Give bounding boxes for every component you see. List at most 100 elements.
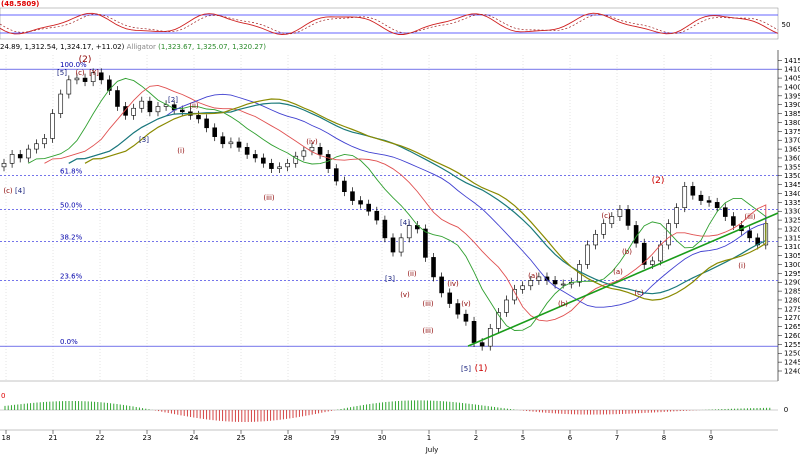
candle-body	[463, 313, 469, 322]
candle-body	[544, 276, 550, 281]
price-tick-label: 1280	[784, 296, 800, 304]
candle-body	[58, 93, 64, 114]
candle-body	[285, 162, 290, 168]
candle-body	[269, 162, 274, 169]
wave-count-label: (i)	[738, 262, 746, 270]
candle-body	[455, 303, 461, 315]
price-tick-label: 1255	[784, 341, 800, 349]
candle-body	[560, 283, 566, 286]
price-tick-label: 1325	[784, 217, 800, 225]
candle-body	[131, 107, 136, 116]
date-tick-label: 6	[568, 434, 573, 442]
candle-body	[390, 237, 396, 253]
candle-body	[333, 168, 339, 182]
date-tick-label: 7	[615, 434, 619, 442]
stochastic-panel	[0, 7, 779, 40]
fib-level-label: 100.0%	[60, 61, 87, 69]
date-tick-label: 9	[709, 434, 713, 442]
candle-body	[406, 225, 412, 239]
candle-body	[552, 280, 558, 285]
candle-body	[382, 219, 388, 239]
wave-count-label: (iii)	[744, 213, 756, 221]
wave-count-label: (iii)	[263, 194, 275, 202]
price-tick-label: 1265	[784, 323, 800, 331]
stochastic-d-line	[0, 13, 779, 35]
candle-body	[366, 203, 371, 212]
wave-count-label: (v)	[461, 300, 471, 308]
candle-body	[479, 342, 485, 347]
candle-body	[650, 260, 655, 265]
candle-body	[358, 200, 363, 205]
price-tick-label: 1290	[784, 279, 800, 287]
price-tick-label: 1310	[784, 243, 800, 251]
candle-body	[9, 154, 15, 164]
candle-body	[747, 230, 752, 239]
candle-body	[617, 209, 623, 217]
wave-count-label: (i)	[177, 147, 185, 155]
price-tick-label: 1250	[784, 350, 800, 358]
candle-body	[471, 320, 477, 343]
date-tick-label: 23	[143, 434, 152, 442]
candle-body	[496, 312, 501, 329]
wave-count-label: [2]	[168, 96, 178, 104]
candle-body	[528, 280, 534, 287]
candle-body	[252, 154, 258, 159]
price-tick-label: 1405	[784, 75, 800, 83]
candle-body	[293, 155, 299, 164]
candle-body	[196, 115, 201, 120]
indicator-name: Alligator	[126, 43, 156, 51]
date-tick-label: 29	[331, 434, 340, 442]
wave-count-label: (iv)	[447, 280, 459, 288]
alligator-jaw-line	[68, 102, 767, 295]
wave-count-label: [3]	[385, 275, 395, 283]
price-tick-label: 1270	[784, 314, 800, 322]
date-tick-label: 1	[427, 434, 431, 442]
price-tick-label: 1335	[784, 199, 800, 207]
candle-body	[17, 154, 23, 159]
wave-count-label: (2)	[652, 176, 665, 186]
alligator-teeth-line	[44, 84, 767, 322]
price-tick-label: 1345	[784, 181, 800, 189]
candle-body	[123, 106, 128, 116]
date-tick-label: 25	[237, 434, 246, 442]
alligator-lips-line	[28, 77, 767, 331]
fib-level-label: 0.0%	[60, 338, 78, 346]
wave-count-label: (b)	[622, 248, 632, 256]
candle-body	[682, 186, 688, 208]
candle-body	[423, 228, 428, 258]
candle-body	[107, 79, 112, 91]
oscillator-label: 0	[1, 392, 6, 400]
price-legend-values: 24.89, 1,312.54, 1,324.17, +11.02)	[0, 43, 125, 51]
candle-body	[504, 299, 509, 313]
candle-body	[698, 194, 704, 201]
fib-level-label: 38.2%	[60, 233, 83, 241]
candle-body	[98, 72, 104, 81]
wave-count-label: (iv)	[306, 138, 318, 146]
wave-count-label: [4]	[400, 219, 410, 227]
price-tick-label: 1245	[784, 359, 800, 367]
candle-body	[714, 202, 720, 208]
price-tick-label: 1380	[784, 119, 800, 127]
candle-body	[690, 186, 696, 196]
price-tick-label: 1240	[784, 368, 800, 376]
candle-body	[536, 276, 542, 281]
wave-count-label: (c)	[601, 212, 611, 220]
wave-count-label: [5]	[57, 69, 67, 77]
moving-average-blue-line	[68, 93, 767, 308]
price-tick-label: 1390	[784, 101, 800, 109]
candle-body	[447, 292, 453, 304]
stochastic-tick-label: 50	[782, 21, 791, 29]
date-tick-label: 5	[521, 434, 525, 442]
candle-body	[706, 200, 712, 203]
price-tick-label: 1275	[784, 305, 800, 313]
fib-level-label: 23.6%	[60, 272, 83, 280]
candle-body	[147, 100, 153, 113]
support-trendline	[467, 212, 779, 347]
price-tick-label: 1400	[784, 83, 800, 91]
candle-body	[301, 150, 307, 157]
candle-body	[139, 100, 145, 109]
candle-body	[342, 180, 347, 192]
wave-count-label: (v)	[400, 291, 410, 299]
